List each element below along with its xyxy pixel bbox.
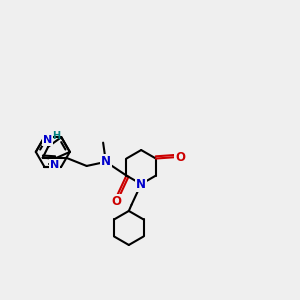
Text: O: O (111, 195, 121, 208)
Text: H: H (52, 131, 61, 141)
Text: O: O (175, 151, 185, 164)
Text: N: N (136, 178, 146, 190)
Text: N: N (101, 155, 111, 168)
Text: N: N (50, 160, 59, 170)
Text: N: N (43, 135, 52, 145)
